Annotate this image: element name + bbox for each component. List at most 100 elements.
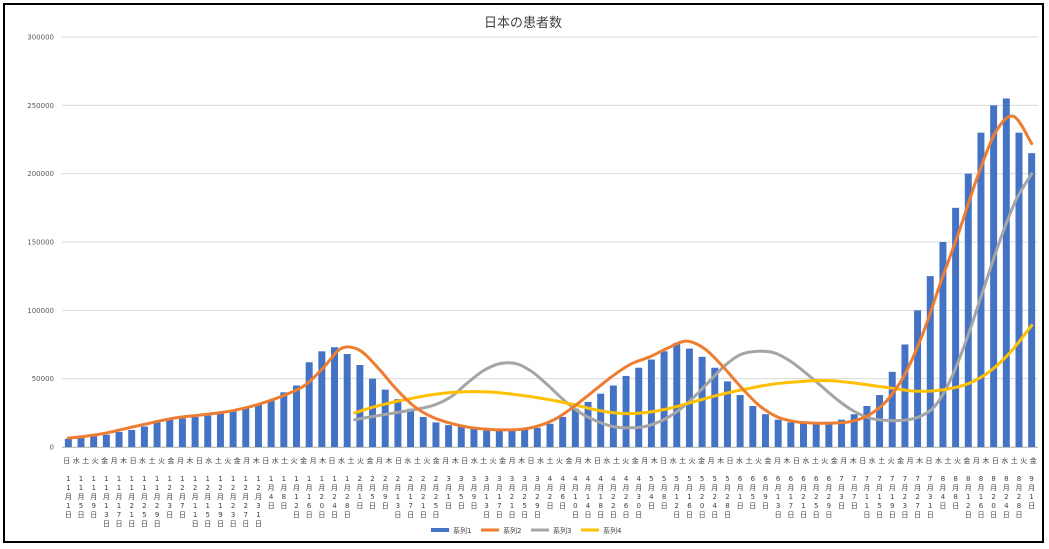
x-date-label: 日 [230,520,237,528]
x-date-label: 6 [776,475,781,483]
x-date-label: 8 [953,475,957,483]
x-date-label: 日 [585,511,592,519]
x-date-label: 5 [459,493,463,501]
x-date-label: 5 [713,475,717,483]
x-date-label: 日 [914,511,921,519]
x-date-label: 月 [344,484,351,492]
bar [800,423,807,447]
x-date-label: 1 [142,475,146,483]
x-date-label: 1 [193,502,197,510]
x-date-label: 0 [636,502,640,510]
x-date-label: 2 [966,502,970,510]
x-weekday-label: 木 [452,456,459,465]
x-weekday-label: 水 [537,456,544,465]
x-date-label: 9 [535,502,539,510]
x-date-label: 5 [434,502,438,510]
x-date-label: 月 [711,484,718,492]
x-date-label: 月 [914,484,921,492]
bar [90,436,98,447]
x-weekday-label: 月 [509,457,516,465]
x-date-label: 7 [117,511,121,519]
x-weekday-label: 日 [196,457,203,465]
x-date-label: 1 [865,493,869,501]
x-date-label: 日 [458,502,465,510]
x-date-label: 3 [446,475,450,483]
x-date-label: 1 [129,484,133,492]
x-date-label: 7 [890,475,894,483]
bar [597,393,605,447]
bar [812,423,820,447]
bar [407,408,415,447]
x-weekday-label: 火 [423,457,430,465]
x-date-label: 5 [675,475,679,483]
x-date-label: 日 [597,511,604,519]
bar [242,407,250,447]
bar [343,354,351,447]
x-date-label: 7 [180,502,184,510]
x-date-label: 月 [813,484,820,492]
x-date-label: 8 [662,493,666,501]
bar [761,414,769,447]
x-date-label: 2 [332,493,336,501]
x-date-label: 月 [661,484,668,492]
x-date-label: 4 [332,502,337,510]
bar [990,105,998,447]
x-date-label: 月 [204,493,211,501]
x-date-label: 日 [154,520,161,528]
x-date-label: 1 [231,475,235,483]
x-weekday-label: 土 [215,456,222,465]
x-weekday-label: 火 [954,457,961,465]
x-date-label: 4 [611,475,616,483]
x-date-label: 4 [624,475,629,483]
x-date-label: 8 [953,493,957,501]
bar [356,365,364,447]
x-weekday-label: 火 [622,457,629,465]
x-weekday-label: 水 [736,456,743,465]
x-date-label: 日 [166,511,173,519]
x-date-label: 2 [244,484,248,492]
x-date-label: 月 [369,484,376,492]
x-date-label: 6 [979,502,984,510]
bar [622,375,630,447]
x-date-label: 2 [700,493,704,501]
x-date-label: 日 [952,502,959,510]
x-date-label: 1 [104,475,108,483]
x-date-label: 2 [256,484,260,492]
x-date-label: 月 [585,484,592,492]
x-weekday-label: 月 [442,457,449,465]
x-date-label: 月 [458,484,465,492]
x-date-label: 8 [282,493,286,501]
x-weekday-label: 金 [963,456,970,465]
x-date-label: 3 [535,475,539,483]
x-date-label: 6 [789,475,794,483]
x-date-label: 月 [572,484,579,492]
line-series [66,114,1034,440]
chart: 日本の患者数 050000100000150000200000250000300… [27,16,1038,535]
x-date-label: 3 [484,475,488,483]
x-date-label: 2 [535,493,539,501]
x-date-label: 月 [280,484,287,492]
bar [280,392,288,447]
x-date-label: 1 [244,475,248,483]
x-date-label: 1 [687,493,691,501]
x-weekday-label: 水 [404,456,411,465]
x-date-label: 7 [244,511,248,519]
x-date-label: 3 [168,502,172,510]
x-weekday-label: 金 [499,456,506,465]
bar [774,419,782,447]
x-weekday-label: 水 [935,456,942,465]
x-weekday-label: 火 [92,457,99,465]
x-date-label: 1 [890,493,894,501]
x-weekday-label: 土 [480,456,487,465]
x-date-label: 日 [204,520,211,528]
x-date-label: 1 [1029,493,1033,501]
x-date-label: 2 [396,475,400,483]
x-date-label: 月 [1003,484,1010,492]
x-weekday-label: 月 [177,457,184,465]
x-date-label: 2 [345,493,349,501]
x-weekday-label: 木 [916,456,923,465]
x-date-label: 8 [966,475,970,483]
x-weekday-label: 土 [82,456,89,465]
x-date-label: 1 [408,493,412,501]
x-date-label: 4 [649,493,654,501]
